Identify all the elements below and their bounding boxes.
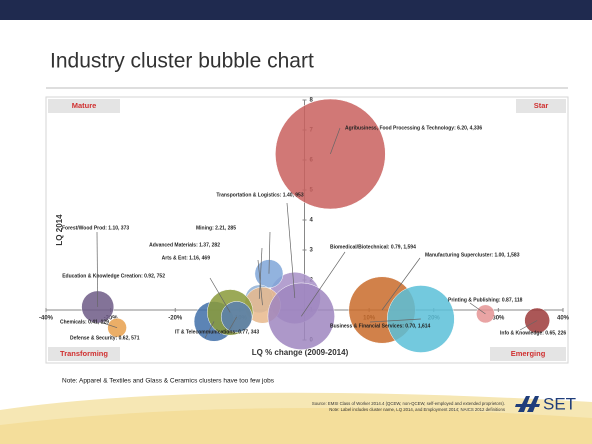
point-label: Forest/Wood Prod: 1.10, 373 bbox=[62, 225, 129, 231]
leader-line bbox=[369, 318, 421, 323]
point-label: Printing & Publishing: 0.87, 118 bbox=[448, 297, 523, 303]
quadrant-label: Emerging bbox=[511, 349, 546, 358]
point-label: Chemicals: 0.41, 129 bbox=[60, 319, 109, 325]
x-tick-label: 30% bbox=[492, 316, 505, 322]
point-label: IT & Telecommunications: 0.77, 343 bbox=[175, 329, 259, 335]
quadrant-label: Star bbox=[534, 101, 549, 110]
point-label: Manufacturing Supercluster: 1.00, 1,583 bbox=[425, 252, 520, 258]
leader-line bbox=[204, 321, 215, 339]
note: Note: Apparel & Textiles and Glass & Cer… bbox=[62, 378, 275, 385]
leader-line bbox=[469, 302, 486, 315]
quadrant-box bbox=[48, 99, 120, 113]
leader-line bbox=[381, 257, 421, 311]
y-tick-label: 8 bbox=[310, 98, 314, 104]
quadrant-box bbox=[48, 347, 120, 361]
x-tick-label: -40% bbox=[39, 316, 54, 322]
point-label: Business & Financial Services: 0.70, 1,6… bbox=[330, 323, 431, 329]
leader-line bbox=[99, 321, 118, 329]
slide-title: Industry cluster bubble chart bbox=[50, 50, 314, 73]
leader-line bbox=[227, 316, 237, 333]
bottom-swoosh-2 bbox=[0, 408, 592, 444]
point-label: Agribusiness, Food Processing & Technolo… bbox=[345, 125, 482, 131]
source: Source: EMSI Class of Worker 2014.4 (QCE… bbox=[312, 401, 505, 406]
bubble bbox=[107, 317, 127, 338]
point-label: Mining: 2.21, 285 bbox=[196, 225, 236, 231]
y-axis-label: LQ 2014 bbox=[55, 214, 64, 246]
plot: -40%-30%-20%-10%10%20%30%40%012345678Agr… bbox=[39, 98, 570, 353]
point-label: Info & Knowledge: 0.65, 226 bbox=[500, 330, 566, 336]
x-tick-label: -30% bbox=[104, 316, 119, 322]
y-tick-label: 4 bbox=[310, 218, 314, 224]
point-label: Biomedical/Biotechnical: 0.79, 1,594 bbox=[330, 244, 416, 250]
leader-line bbox=[96, 231, 99, 308]
leader-line bbox=[257, 259, 263, 306]
point-label: Defense & Security: 0.62, 571 bbox=[70, 335, 140, 341]
point-label: Arts & Ent: 1.16, 469 bbox=[162, 255, 211, 261]
x-tick-label: -20% bbox=[168, 316, 183, 322]
leader-line bbox=[519, 320, 538, 331]
source-note: Note: Label includes cluster name, LQ 20… bbox=[329, 407, 505, 412]
top-bar bbox=[0, 0, 592, 20]
point-label: Transportation & Logistics: 1.40, 953 bbox=[216, 192, 303, 198]
leader-line bbox=[286, 202, 296, 299]
leader-line bbox=[268, 231, 271, 274]
y-tick-label: 3 bbox=[310, 248, 314, 254]
quadrant-label: Transforming bbox=[60, 349, 108, 358]
point-label: Education & Knowledge Creation: 0.92, 75… bbox=[62, 273, 165, 279]
logo-text: SET bbox=[543, 394, 576, 413]
leader-line bbox=[258, 247, 263, 299]
leader-line bbox=[330, 127, 341, 155]
quadrant-box bbox=[490, 347, 566, 361]
quadrant-box bbox=[516, 99, 566, 113]
leader-line bbox=[209, 277, 231, 313]
point-label: Advanced Materials: 1.37, 282 bbox=[149, 242, 220, 248]
x-tick-label: 40% bbox=[557, 316, 570, 322]
leader-line bbox=[300, 251, 346, 317]
bubble bbox=[220, 301, 253, 333]
x-axis-label: LQ % change (2009-2014) bbox=[252, 348, 349, 357]
logo-icon bbox=[515, 396, 540, 412]
chart-frame bbox=[45, 96, 569, 364]
quadrant-label: Mature bbox=[72, 101, 97, 110]
